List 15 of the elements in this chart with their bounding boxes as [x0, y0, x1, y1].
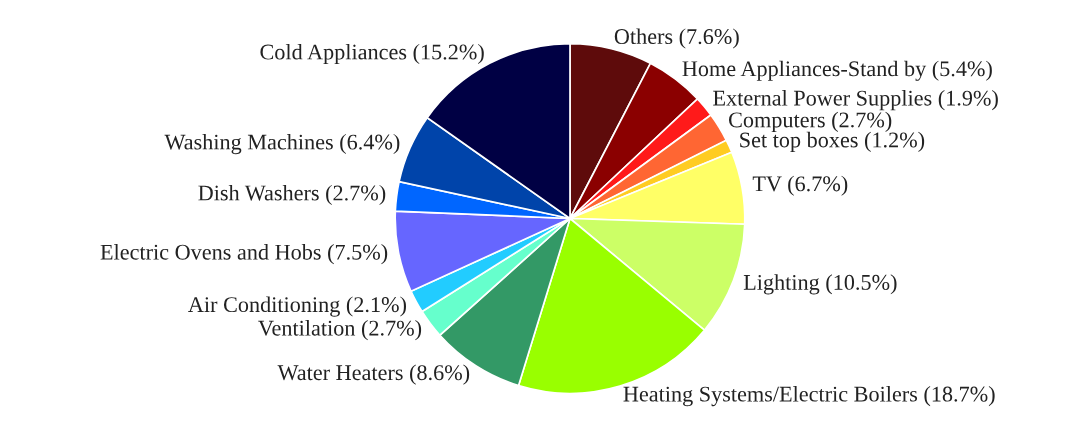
slice-label: Water Heaters (8.6%) — [277, 364, 470, 385]
slice-label: TV (6.7%) — [752, 175, 848, 196]
slice-label: Computers (2.7%) — [729, 111, 892, 132]
slice-label: Ventilation (2.7%) — [258, 320, 422, 341]
slice-label: Air Conditioning (2.1%) — [188, 296, 407, 317]
slice-label: External Power Supplies (1.9%) — [713, 89, 998, 111]
slice-label: Lighting (10.5%) — [743, 274, 897, 295]
slice-label: Electric Ovens and Hobs (7.5%) — [100, 244, 388, 265]
slice-label: Home Appliances-Stand by (5.4%) — [682, 60, 992, 81]
slice-label: Set top boxes (1.2%) — [740, 131, 925, 152]
slice-label: Others (7.6%) — [614, 28, 739, 49]
slice-label: Dish Washers (2.7%) — [198, 184, 386, 206]
slice-label: Heating Systems/Electric Boilers (18.7%) — [623, 385, 995, 407]
slice-label: Washing Machines (6.4%) — [164, 133, 400, 155]
slice-label: Cold Appliances (15.2%) — [260, 43, 484, 65]
